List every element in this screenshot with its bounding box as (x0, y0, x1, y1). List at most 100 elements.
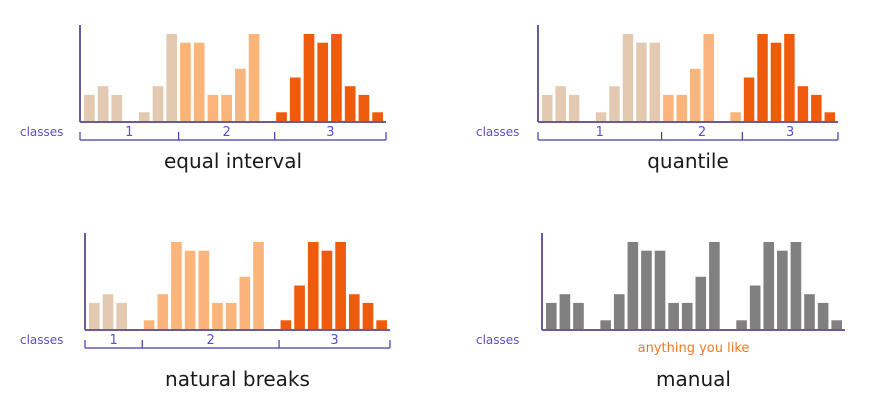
bar-1 (542, 94, 553, 121)
bar-15 (736, 320, 747, 329)
bar-22 (831, 320, 843, 329)
bar-21 (811, 94, 822, 121)
bar-15 (730, 112, 741, 121)
bar-16 (294, 285, 305, 329)
panel-1: classes 1 2 3 equal interval (20, 25, 387, 173)
bar-15 (276, 112, 287, 121)
bar-10 (207, 94, 219, 121)
bar-8 (636, 42, 647, 122)
bar-16 (749, 285, 761, 329)
bar-17 (757, 34, 768, 121)
bar-5 (138, 112, 150, 121)
bar-10 (663, 94, 674, 121)
bar-12 (695, 276, 707, 329)
bar-19 (784, 34, 795, 121)
bar-6 (157, 294, 169, 329)
bar-22 (372, 112, 383, 121)
bar-1 (89, 302, 100, 329)
bar-20 (797, 86, 809, 121)
panel-4: classes anything you like manual (476, 233, 845, 391)
bar-9 (654, 250, 666, 329)
bar-11 (676, 94, 688, 121)
bar-13 (253, 242, 264, 329)
bar-20 (348, 294, 360, 329)
bar-20 (804, 294, 815, 329)
class-label-3: 3 (330, 333, 338, 348)
bar-7 (622, 34, 634, 121)
panel-title: quantile (647, 149, 729, 173)
bar-2 (559, 294, 571, 329)
bar-12 (690, 68, 701, 121)
bar-1 (546, 302, 557, 329)
bar-21 (362, 302, 374, 329)
bar-16 (743, 77, 755, 121)
bar-21 (817, 302, 829, 329)
bar-5 (595, 112, 607, 121)
bar-13 (709, 242, 720, 329)
bar-20 (344, 86, 356, 121)
bar-11 (221, 94, 232, 121)
bar-17 (303, 34, 315, 121)
class-label-2: 2 (698, 125, 706, 140)
panel-title: natural breaks (165, 367, 310, 391)
classes-label: classes (476, 333, 519, 347)
bar-7 (627, 242, 639, 329)
bar-6 (152, 86, 164, 121)
bar-13 (703, 34, 714, 121)
class-label-2: 2 (206, 333, 214, 348)
bar-3 (116, 302, 128, 329)
bar-16 (289, 77, 301, 121)
bar-18 (770, 42, 782, 122)
classes-label: classes (20, 125, 63, 139)
bar-12 (239, 276, 251, 329)
bar-22 (376, 320, 387, 329)
bar-22 (824, 112, 836, 121)
bar-6 (609, 86, 620, 121)
bar-19 (790, 242, 802, 329)
bar-2 (555, 86, 566, 121)
bar-11 (225, 302, 237, 329)
bar-17 (307, 242, 319, 329)
bar-3 (111, 94, 123, 121)
bar-6 (613, 294, 625, 329)
class-label-3: 3 (786, 125, 794, 140)
bar-17 (763, 242, 775, 329)
bar-8 (641, 250, 652, 329)
class-label-2: 2 (222, 125, 230, 140)
bar-8 (180, 42, 191, 122)
bar-10 (668, 302, 679, 329)
class-label-1: 1 (596, 125, 604, 140)
bar-9 (193, 42, 205, 122)
panel-title: manual (656, 367, 731, 391)
class-label-1: 1 (125, 125, 133, 140)
bar-19 (331, 34, 342, 121)
class-label-3: 3 (326, 125, 334, 140)
panel-2: classes 1 2 3 quantile (476, 25, 839, 173)
bar-7 (171, 242, 182, 329)
panel-title: equal interval (164, 149, 302, 173)
bar-21 (358, 94, 370, 121)
bar-18 (317, 42, 329, 122)
bar-3 (568, 94, 580, 121)
bar-7 (166, 34, 178, 121)
bar-13 (248, 34, 260, 121)
bar-5 (600, 320, 611, 329)
bar-18 (777, 250, 788, 329)
panel-3: classes 1 2 3 natural breaks (20, 233, 391, 391)
bar-5 (143, 320, 155, 329)
bar-8 (184, 250, 196, 329)
bar-3 (573, 302, 584, 329)
bar-18 (321, 250, 333, 329)
classes-label: classes (476, 125, 519, 139)
bar-11 (681, 302, 693, 329)
class-label-1: 1 (109, 333, 117, 348)
bar-2 (97, 86, 109, 121)
bar-12 (235, 68, 246, 121)
bar-19 (335, 242, 346, 329)
manual-note: anything you like (638, 341, 750, 356)
bar-1 (84, 94, 95, 121)
bar-2 (102, 294, 114, 329)
bar-10 (212, 302, 223, 329)
bar-9 (649, 42, 661, 122)
